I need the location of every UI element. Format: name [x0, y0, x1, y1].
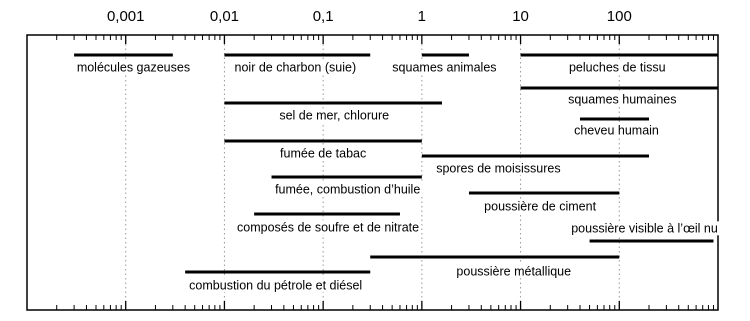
bar-label: squames humaines [568, 92, 676, 106]
label-background [232, 60, 359, 75]
label-background [278, 146, 369, 161]
label-background [187, 278, 365, 293]
label-background [566, 60, 668, 75]
bar-label: peluches de tissu [569, 60, 666, 74]
bar-label: spores de moisissures [436, 161, 560, 175]
x-tick-label: 0,01 [210, 8, 239, 25]
bar-label: fumée, combustion d’huile [275, 182, 420, 196]
bar-label: noir de charbon (suie) [235, 60, 357, 74]
label-background [235, 220, 422, 235]
bar-label: sel de mer, chlorure [279, 108, 389, 122]
label-background [390, 60, 499, 75]
x-tick-label: 1 [418, 8, 426, 25]
bar-label: poussière de ciment [484, 199, 596, 213]
bar-label: combustion du pétrole et diésel [189, 278, 362, 292]
label-background [434, 161, 563, 176]
label-background [454, 264, 574, 279]
label-background [569, 221, 720, 236]
label-background [482, 199, 599, 214]
bar-label: poussière métallique [456, 264, 571, 278]
label-background [566, 92, 679, 107]
bar-label: squames animales [392, 60, 496, 74]
bar-label: composés de soufre et de nitrate [237, 220, 419, 234]
bar-label: cheveu humain [574, 123, 659, 137]
label-background [277, 108, 392, 123]
x-tick-label: 10 [512, 8, 529, 25]
label-background [74, 60, 193, 75]
label-background [273, 182, 423, 197]
bar-label: poussière visible à l’œil nu [571, 221, 718, 235]
label-background [572, 123, 661, 138]
bar-label: molécules gazeuses [77, 60, 190, 74]
bar-label: fumée de tabac [280, 146, 366, 160]
x-tick-label: 0,1 [313, 8, 334, 25]
x-tick-label: 0,001 [107, 8, 145, 25]
x-tick-label: 100 [607, 8, 632, 25]
plot-frame [26, 34, 719, 311]
